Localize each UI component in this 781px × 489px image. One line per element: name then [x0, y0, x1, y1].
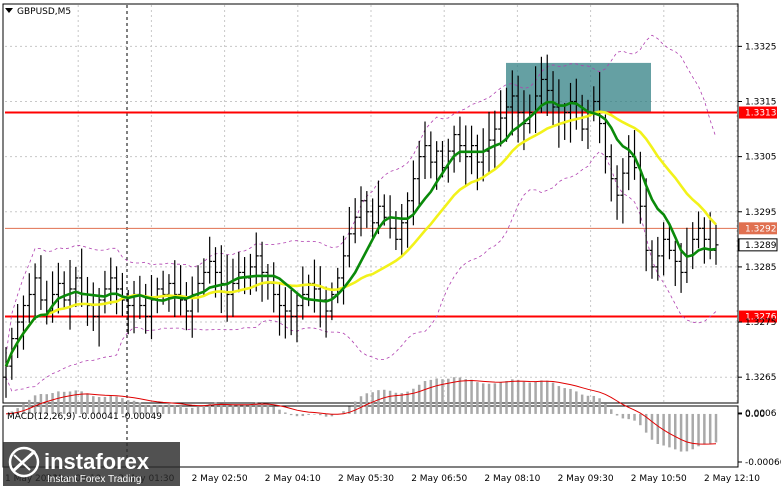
- macd-tick-label: 0.00: [745, 410, 765, 420]
- macd-tick-label: 0.0006: [745, 409, 777, 419]
- x-tick-label: 2 May 04:10: [265, 474, 321, 484]
- instaforex-logo: instaforex Instant Forex Trading: [3, 442, 180, 486]
- current-price-label: 1.3289: [745, 241, 777, 251]
- current-price-tag: [738, 238, 778, 252]
- slow-ma-line: [4, 110, 717, 367]
- logo-emblem-icon: [8, 446, 40, 478]
- y-tick-label: 1.3325: [745, 42, 777, 52]
- x-tick-label: 2 May 05:30: [338, 474, 394, 484]
- moving-averages: [4, 100, 717, 367]
- level-price-label: 1.3276: [745, 313, 777, 323]
- x-tick-label: 2 May 02:50: [192, 474, 248, 484]
- horizontal-levels: 1.3313 1.3276 1.3292 1.3289: [5, 106, 778, 323]
- y-tick-label: 1.3315: [745, 97, 777, 107]
- level-price-label: 1.3313: [745, 109, 777, 119]
- macd-signal-line: [5, 379, 717, 445]
- y-tick-label: 1.3305: [745, 153, 777, 163]
- y-tick-label: 1.3285: [745, 263, 777, 273]
- level-price-label: 1.3292: [745, 224, 777, 234]
- level-price-tag: [739, 310, 777, 323]
- macd-label: MACD(12,26,9) -0.00041 -0.00049: [7, 412, 162, 422]
- macd-histogram: [5, 377, 718, 452]
- macd-panel-frame: [2, 405, 739, 468]
- y-tick-label: 1.3295: [745, 208, 777, 218]
- lower-band-line: [5, 150, 717, 392]
- macd-tick-label: -0.00066: [745, 458, 781, 468]
- price-axis: 1.33251.33151.33051.32951.32851.32751.32…: [738, 42, 781, 468]
- x-tick-label: 2 May 09:30: [558, 474, 614, 484]
- x-tick-label: 2 May 08:10: [484, 474, 540, 484]
- symbol-title: GBPUSD,M5: [17, 7, 71, 17]
- logo-brand: instaforex: [44, 449, 150, 474]
- y-tick-label: 1.3275: [745, 318, 777, 328]
- y-tick-label: 1.3265: [745, 373, 777, 383]
- x-tick-label: 2 May 06:50: [411, 474, 467, 484]
- level-price-tag: [739, 222, 777, 235]
- x-tick-label: 2 May 12:10: [704, 474, 760, 484]
- price-bars: [3, 54, 719, 398]
- logo-tagline: Instant Forex Trading: [47, 474, 142, 485]
- level-price-tag: [739, 106, 777, 119]
- chart-menu-arrow-icon[interactable]: [5, 8, 13, 13]
- fast-ma-line: [4, 100, 717, 367]
- x-tick-label: 2 May 10:50: [631, 474, 687, 484]
